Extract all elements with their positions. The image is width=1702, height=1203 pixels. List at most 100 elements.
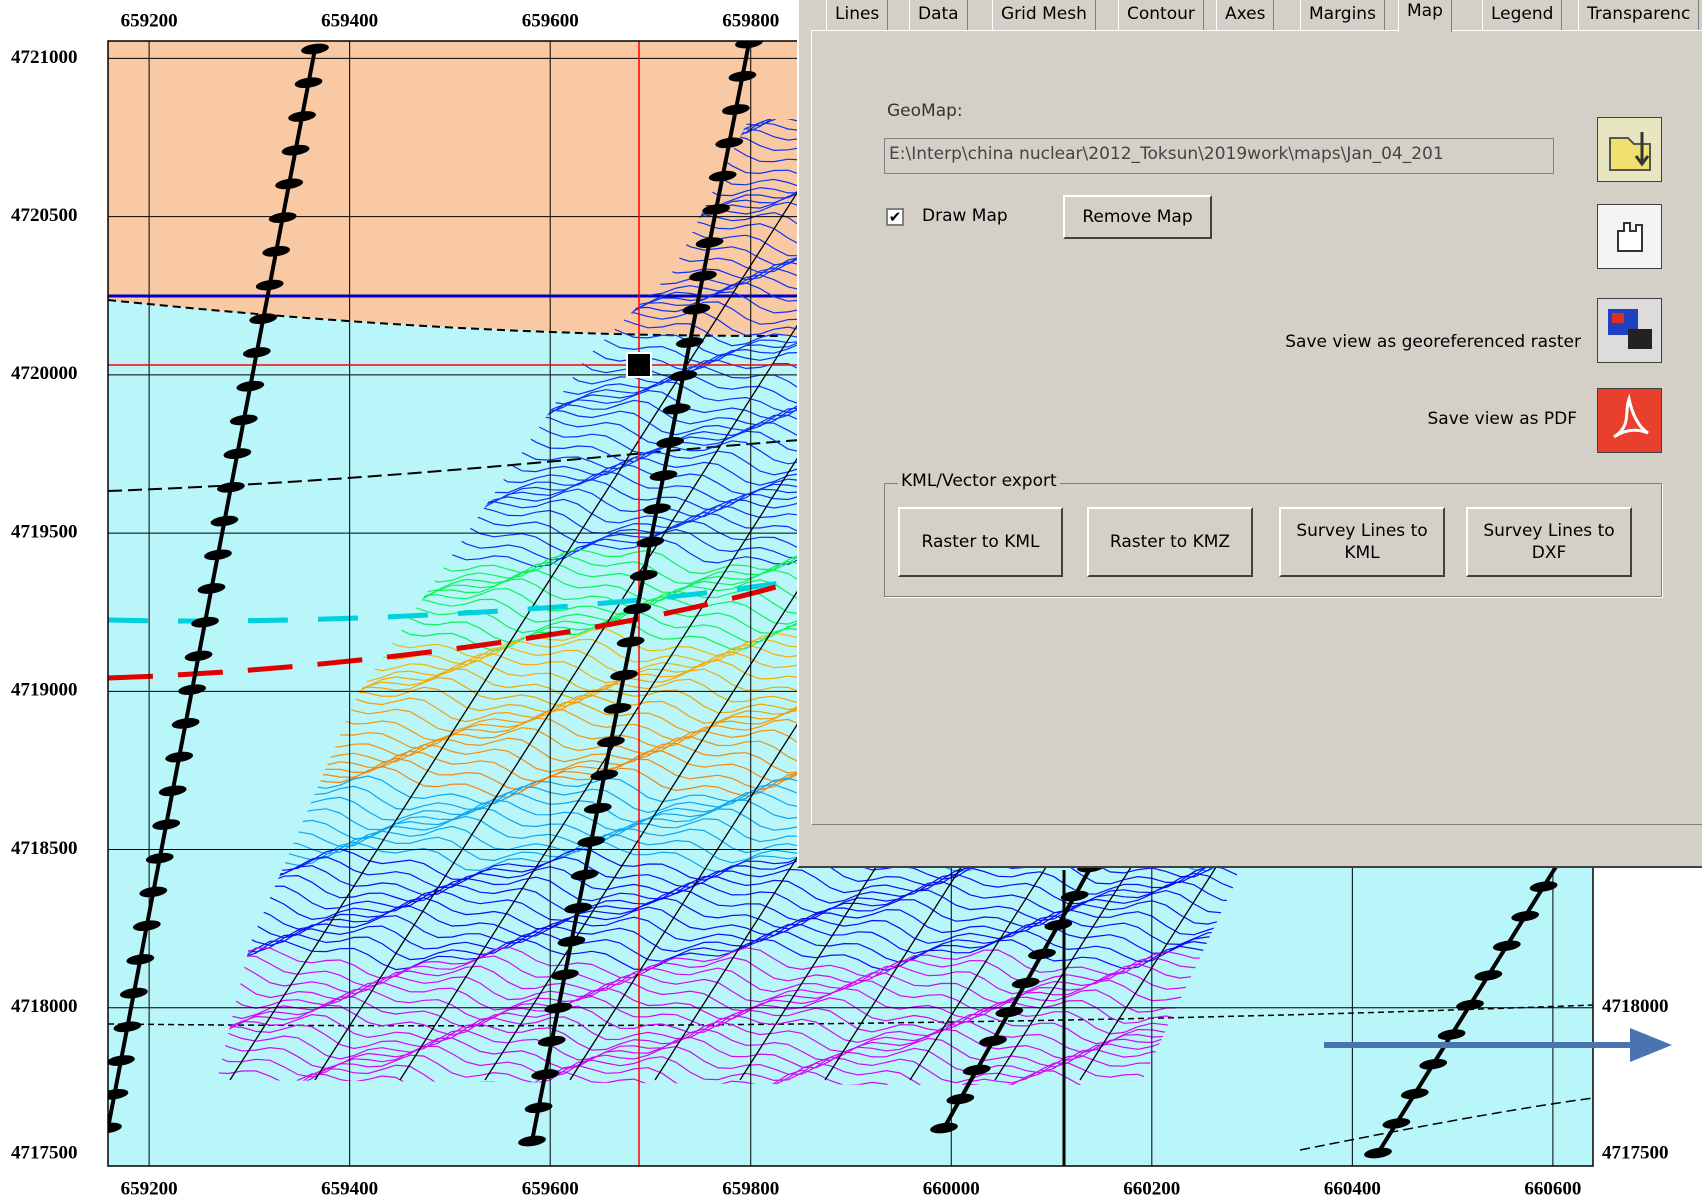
cursor-marker (626, 352, 652, 378)
contour-line (217, 856, 1237, 889)
station (597, 736, 625, 748)
x-tick-label: 659600 (522, 1178, 579, 1199)
contour-line (217, 1036, 1237, 1070)
x-tick-label: 660200 (1123, 1178, 1180, 1199)
station (643, 503, 671, 515)
station (294, 77, 323, 89)
contour-line (217, 905, 1237, 939)
y-tick-label: 4719500 (11, 521, 78, 542)
station (590, 769, 619, 781)
export-button[interactable]: Survey Lines to DXF (1466, 507, 1632, 577)
x-tick-label: 659800 (722, 10, 779, 31)
x-tick-label: 659200 (121, 10, 178, 31)
tab[interactable]: Legend (1482, 0, 1563, 30)
action-label: Save view as PDF (1427, 409, 1577, 429)
station (583, 802, 612, 814)
station (682, 303, 711, 315)
icon-graphic (1613, 393, 1649, 439)
station (1011, 977, 1040, 989)
open-map-icon[interactable] (1597, 117, 1662, 182)
contour-line (217, 1004, 1237, 1037)
x-tick-label: 660400 (1324, 1178, 1381, 1199)
map-settings-dialog: Lines Data Grid Mesh Contour Axes Margin… (797, 0, 1702, 868)
station (1437, 1029, 1466, 1040)
contour-line (217, 880, 1237, 914)
station (204, 549, 232, 561)
export-button[interactable]: Raster to KMZ (1087, 507, 1253, 577)
icon-graphic (1608, 309, 1652, 349)
checkbox-label[interactable]: Draw Map (922, 206, 1008, 226)
contour-line (217, 1054, 1237, 1085)
station (531, 1069, 560, 1080)
station (229, 414, 258, 426)
contour-line (217, 922, 1237, 954)
station (223, 448, 252, 459)
station (301, 43, 329, 55)
tab[interactable]: Axes (1216, 0, 1275, 30)
station (1028, 948, 1056, 960)
station (184, 650, 213, 662)
station (242, 347, 271, 358)
tab[interactable]: Transparenc (1578, 0, 1700, 30)
contour-line (217, 1045, 1237, 1078)
x-tick-label: 659400 (321, 1178, 378, 1199)
station (721, 104, 750, 115)
tab[interactable]: Margins (1300, 0, 1385, 30)
station (695, 237, 724, 248)
x-tick-label: 659600 (522, 10, 579, 31)
station (262, 245, 291, 257)
station (1419, 1058, 1448, 1070)
contour-line (217, 865, 1237, 896)
tab[interactable]: Lines (826, 0, 889, 30)
station (108, 1122, 122, 1134)
x-tick-label: 659400 (321, 10, 378, 31)
station (1474, 970, 1503, 981)
icon-graphic (1609, 132, 1651, 171)
tab[interactable]: Grid Mesh (992, 0, 1096, 30)
station (544, 1002, 573, 1014)
station (550, 969, 579, 980)
y-tick-label: 4718000 (1602, 996, 1669, 1017)
station (629, 570, 658, 581)
station (946, 1093, 975, 1105)
y-tick-label: 4721000 (11, 47, 78, 68)
station (191, 616, 219, 628)
tab[interactable]: Contour (1118, 0, 1204, 30)
station (735, 41, 763, 49)
y-tick-label: 4720000 (11, 363, 78, 384)
save-raster-icon[interactable] (1597, 298, 1662, 363)
station (165, 751, 194, 763)
station (616, 636, 645, 648)
export-button[interactable]: Survey Lines to KML (1279, 507, 1445, 577)
x-tick-label: 660600 (1524, 1178, 1581, 1199)
checkbox[interactable]: ✔ (886, 208, 904, 226)
station (158, 785, 187, 797)
action-label: Save view as georeferenced raster (1285, 332, 1581, 352)
station (1044, 919, 1073, 931)
station (1511, 910, 1540, 922)
export-button[interactable]: Raster to KML (898, 507, 1063, 577)
station (702, 204, 731, 215)
geomap-path-field[interactable]: E:\Interp\china nuclear\2012_Toksun\2019… (884, 138, 1554, 174)
tab-active[interactable]: Map (1398, 0, 1452, 32)
station (1492, 940, 1521, 952)
station (1456, 999, 1484, 1011)
station (171, 718, 200, 729)
remove-map-button[interactable]: Remove Map (1063, 195, 1212, 239)
station (132, 920, 161, 932)
station (108, 1055, 135, 1066)
dashed-contact (1299, 1097, 1593, 1151)
save-pdf-icon[interactable] (1597, 388, 1662, 453)
field-label: GeoMap: (887, 101, 963, 121)
contour-line (217, 1020, 1237, 1054)
contour-line (217, 1069, 1237, 1085)
tab[interactable]: Data (909, 0, 968, 30)
station (1060, 890, 1089, 902)
station (255, 279, 284, 291)
station (139, 886, 168, 898)
dashed-contact (108, 1004, 1593, 1027)
track-line (1079, 119, 1237, 1081)
apply-icon[interactable] (1597, 204, 1662, 269)
axes: 659200 659400 659600 659800 660000 660200 6604… (11, 10, 1669, 1199)
